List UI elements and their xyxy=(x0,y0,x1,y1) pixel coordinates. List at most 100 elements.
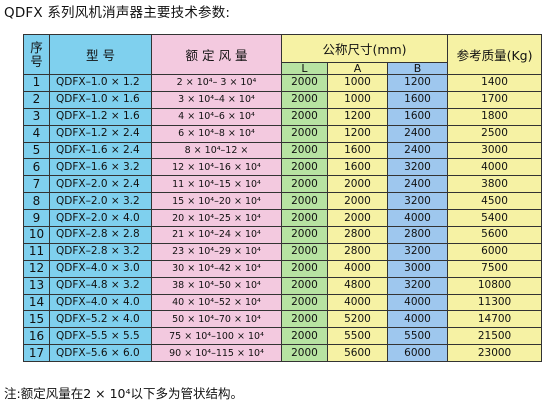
model-cell: QDFX–2.0 × 4.0 xyxy=(49,209,152,228)
airflow-cell: 8 × 10⁴–12 × xyxy=(151,141,282,160)
b-cell: 3200 xyxy=(386,192,449,211)
row-number: 3 xyxy=(23,107,50,126)
row-number: 16 xyxy=(23,327,50,346)
table-row: 13 QDFX–4.8 × 3.2 38 × 10⁴–50 × 10⁴ 2000 480… xyxy=(23,276,543,295)
b-cell: 2800 xyxy=(386,226,449,244)
weight-cell: 7500 xyxy=(447,259,543,278)
length-cell: 2000 xyxy=(281,124,328,143)
b-cell: 1600 xyxy=(386,90,449,109)
b-cell: 6000 xyxy=(386,344,449,363)
b-cell: 3200 xyxy=(386,242,449,261)
spec-table: 序号 型 号 额 定 风 量 公称尺寸(mm) 参考质量(Kg) L A B 1… xyxy=(23,34,543,363)
airflow-cell: 75 × 10⁴–100 × 10⁴ xyxy=(151,327,282,346)
weight-cell: 11300 xyxy=(447,293,543,312)
weight-cell: 4500 xyxy=(447,192,543,211)
weight-cell: 14700 xyxy=(447,310,543,329)
length-cell: 2000 xyxy=(281,344,328,363)
airflow-cell: 40 × 10⁴–52 × 10⁴ xyxy=(151,293,282,312)
table-row: 9 QDFX–2.0 × 4.0 20 × 10⁴–25 × 10⁴ 2000 2000… xyxy=(23,209,543,228)
length-cell: 2000 xyxy=(281,192,328,211)
a-cell: 2000 xyxy=(327,192,388,211)
table-row: 8 QDFX–2.0 × 3.2 15 × 10⁴–20 × 10⁴ 2000 2000… xyxy=(23,192,543,211)
b-cell: 2400 xyxy=(386,141,449,160)
weight-cell: 3000 xyxy=(447,141,543,160)
length-cell: 2000 xyxy=(281,90,328,109)
weight-cell: 6000 xyxy=(447,242,543,261)
b-cell: 4000 xyxy=(386,293,449,312)
a-cell: 5600 xyxy=(327,344,388,363)
model-cell: QDFX–5.6 × 6.0 xyxy=(49,344,152,363)
airflow-cell: 23 × 10⁴–29 × 10⁴ xyxy=(151,242,282,261)
a-cell: 1200 xyxy=(327,124,388,143)
length-cell: 2000 xyxy=(281,158,328,177)
airflow-cell: 21 × 10⁴–24 × 10⁴ xyxy=(151,226,282,244)
model-cell: QDFX–1.6 × 2.4 xyxy=(49,141,152,160)
length-cell: 2000 xyxy=(281,276,328,295)
row-number: 9 xyxy=(23,209,50,228)
length-cell: 2000 xyxy=(281,242,328,261)
b-cell: 5500 xyxy=(386,327,449,346)
length-cell: 2000 xyxy=(281,327,328,346)
row-number: 4 xyxy=(23,124,50,143)
model-cell: QDFX–1.2 × 2.4 xyxy=(49,124,152,143)
model-cell: QDFX–1.2 × 1.6 xyxy=(49,107,152,126)
table-row: 17 QDFX–5.6 × 6.0 90 × 10⁴–115 × 10⁴ 2000 56… xyxy=(23,344,543,363)
row-number: 14 xyxy=(23,293,50,312)
header-model: 型 号 xyxy=(49,34,152,75)
table-row: 7 QDFX–2.0 × 2.4 11 × 10⁴–15 × 10⁴ 2000 2000… xyxy=(23,175,543,194)
header-weight: 参考质量(Kg) xyxy=(447,34,543,75)
weight-cell: 10800 xyxy=(447,276,543,295)
model-cell: QDFX–4.0 × 4.0 xyxy=(49,293,152,312)
length-cell: 2000 xyxy=(281,226,328,244)
header-B: B xyxy=(386,62,449,75)
header-no: 序号 xyxy=(23,34,50,75)
b-cell: 4000 xyxy=(386,310,449,329)
model-cell: QDFX–2.0 × 3.2 xyxy=(49,192,152,211)
a-cell: 5200 xyxy=(327,310,388,329)
table-row: 14 QDFX–4.0 × 4.0 40 × 10⁴–52 × 10⁴ 2000 400… xyxy=(23,293,543,312)
page-title: QDFX 系列风机消声器主要技术参数: xyxy=(4,5,231,21)
b-cell: 1600 xyxy=(386,107,449,126)
weight-cell: 2500 xyxy=(447,124,543,143)
header-size: 公称尺寸(mm) xyxy=(280,34,449,63)
model-cell: QDFX–5.2 × 4.0 xyxy=(49,310,152,329)
table-row: 6 QDFX–1.6 × 3.2 12 × 10⁴–16 × 10⁴ 2000 1600… xyxy=(23,158,543,177)
airflow-cell: 15 × 10⁴–20 × 10⁴ xyxy=(151,192,282,211)
a-cell: 4800 xyxy=(327,276,388,295)
airflow-cell: 4 × 10⁴–6 × 10⁴ xyxy=(151,107,282,126)
a-cell: 1000 xyxy=(327,74,388,92)
table-row: 11 QDFX–2.8 × 3.2 23 × 10⁴–29 × 10⁴ 2000 280… xyxy=(23,242,543,261)
b-cell: 3200 xyxy=(386,276,449,295)
model-cell: QDFX–2.8 × 2.8 xyxy=(49,226,152,244)
row-number: 12 xyxy=(23,259,50,278)
table-row: 16 QDFX–5.5 × 5.5 75 × 10⁴–100 × 10⁴ 2000 55… xyxy=(23,327,543,346)
row-number: 10 xyxy=(23,226,50,244)
length-cell: 2000 xyxy=(281,74,328,92)
airflow-cell: 12 × 10⁴–16 × 10⁴ xyxy=(151,158,282,177)
airflow-cell: 38 × 10⁴–50 × 10⁴ xyxy=(151,276,282,295)
table-row: 12 QDFX–4.0 × 3.0 30 × 10⁴–42 × 10⁴ 2000 400… xyxy=(23,259,543,278)
model-cell: QDFX–2.8 × 3.2 xyxy=(49,242,152,261)
model-cell: QDFX–4.8 × 3.2 xyxy=(49,276,152,295)
row-number: 13 xyxy=(23,276,50,295)
airflow-cell: 11 × 10⁴–15 × 10⁴ xyxy=(151,175,282,194)
row-number: 6 xyxy=(23,158,50,177)
header-no-label: 序号 xyxy=(30,39,43,69)
a-cell: 4000 xyxy=(327,293,388,312)
airflow-cell: 3 × 10⁴–4 × 10⁴ xyxy=(151,90,282,109)
airflow-cell: 20 × 10⁴–25 × 10⁴ xyxy=(151,209,282,228)
airflow-cell: 6 × 10⁴–8 × 10⁴ xyxy=(151,124,282,143)
a-cell: 2000 xyxy=(327,175,388,194)
airflow-cell: 30 × 10⁴–42 × 10⁴ xyxy=(151,259,282,278)
row-number: 1 xyxy=(23,74,50,92)
airflow-cell: 2 × 10⁴– 3 × 10⁴ xyxy=(151,74,282,92)
length-cell: 2000 xyxy=(281,175,328,194)
length-cell: 2000 xyxy=(281,310,328,329)
row-number: 7 xyxy=(23,175,50,194)
table-row: 2 QDFX–1.0 × 1.6 3 × 10⁴–4 × 10⁴ 2000 1000 16… xyxy=(23,90,543,109)
weight-cell: 1800 xyxy=(447,107,543,126)
a-cell: 1200 xyxy=(327,107,388,126)
row-number: 17 xyxy=(23,344,50,363)
table-row: 1 QDFX–1.0 × 1.2 2 × 10⁴– 3 × 10⁴ 2000 1000 1… xyxy=(23,74,543,92)
table-row: 3 QDFX–1.2 × 1.6 4 × 10⁴–6 × 10⁴ 2000 1200 16… xyxy=(23,107,543,126)
